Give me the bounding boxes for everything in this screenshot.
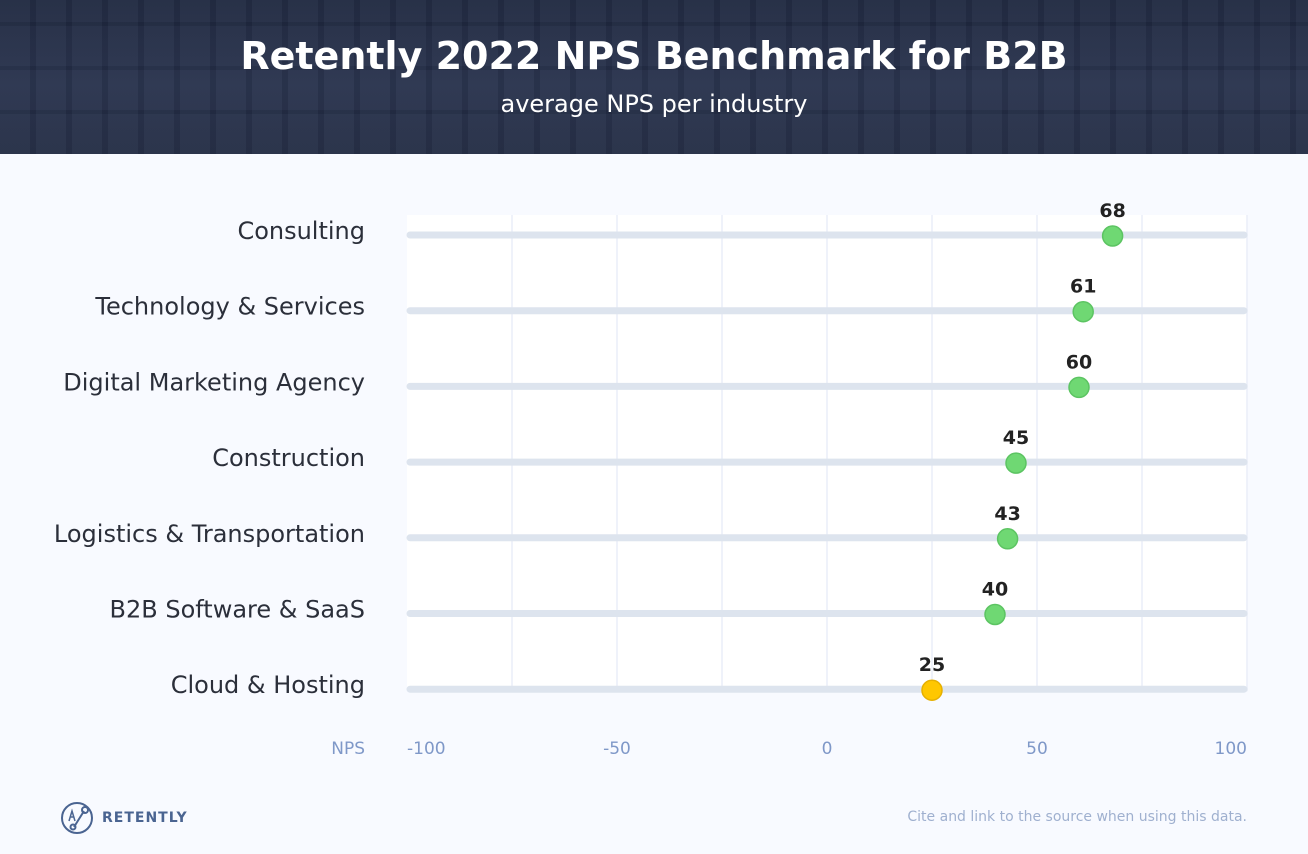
x-tick-label: -100 [407, 739, 446, 759]
data-label: 60 [1066, 351, 1092, 373]
header-background [0, 0, 1308, 154]
category-label: B2B Software & SaaS [110, 596, 365, 624]
category-label: Digital Marketing Agency [63, 368, 365, 396]
x-tick-label: 0 [822, 739, 833, 759]
data-label: 68 [1099, 200, 1125, 222]
retently-logo-icon [61, 802, 93, 834]
category-label: Construction [212, 444, 365, 472]
x-axis-label: NPS [331, 739, 365, 759]
data-point [1072, 300, 1094, 323]
data-point [996, 528, 1019, 550]
data-point [1005, 452, 1027, 474]
cite-note: Cite and link to the source when using t… [907, 809, 1247, 825]
data-label: 43 [994, 503, 1020, 525]
data-label: 45 [1003, 427, 1029, 449]
data-point [1068, 376, 1090, 399]
category-label: Cloud & Hosting [171, 671, 365, 699]
x-tick-label: -50 [603, 739, 631, 759]
category-label: Technology & Services [94, 293, 365, 321]
data-point [921, 679, 943, 701]
chart-title: Retently 2022 NPS Benchmark for B2B [240, 34, 1068, 78]
category-label: Logistics & Transportation [54, 520, 365, 548]
brand-name: RETENTLY [102, 810, 188, 826]
retently-logo: RETENTLY [60, 801, 188, 835]
dot-chart: Consulting 68 Technology & Services 61 Digit… [54, 200, 1248, 759]
chart-subtitle: average NPS per industry [500, 90, 808, 118]
x-tick-label: 50 [1026, 739, 1048, 759]
header-banner: Retently 2022 NPS Benchmark for B2B aver… [0, 0, 1308, 154]
data-point [1101, 225, 1124, 247]
data-label: 25 [919, 654, 945, 676]
data-label: 61 [1070, 276, 1096, 298]
category-label: Consulting [237, 217, 365, 245]
data-point [984, 603, 1006, 626]
data-label: 40 [982, 579, 1008, 601]
x-tick-label: 100 [1215, 739, 1247, 759]
